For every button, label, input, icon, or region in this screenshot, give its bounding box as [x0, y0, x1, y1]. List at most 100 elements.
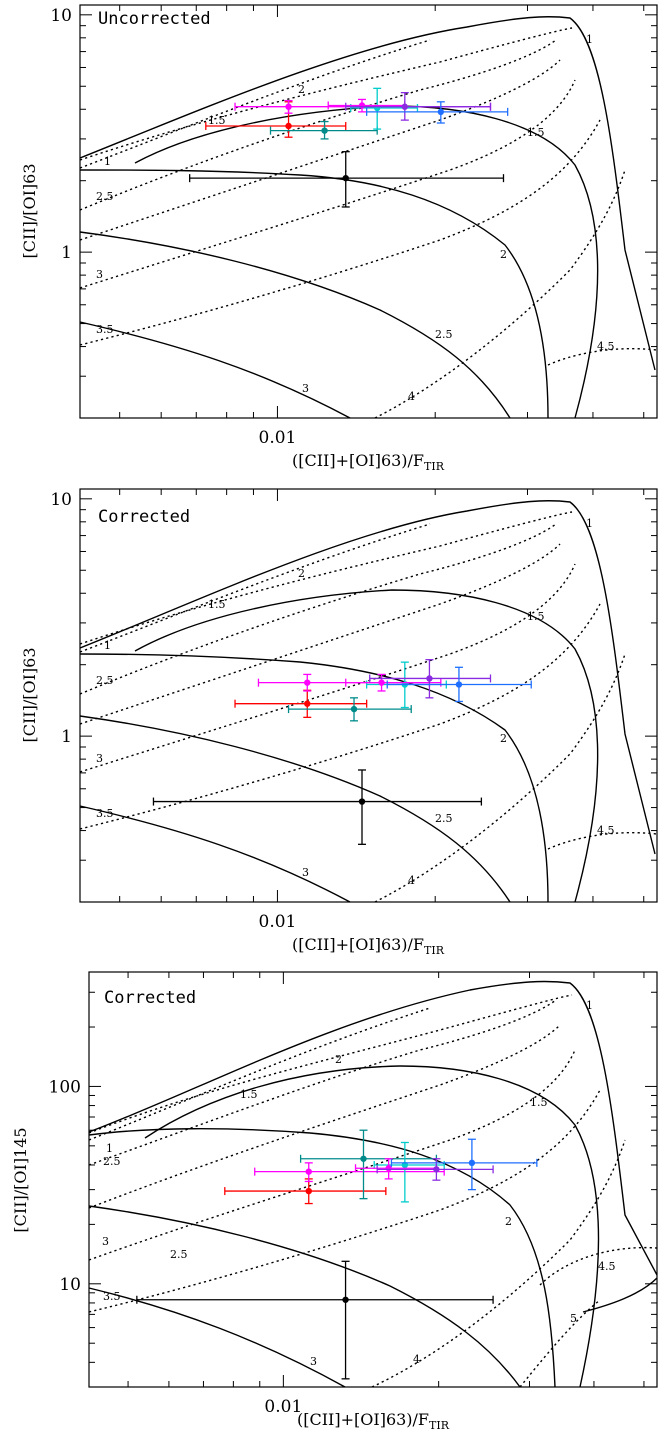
- contour-labels: 1 1.5 2 2.5 3 1 1.5 2 2.5 3 3.5 4 4.5: [96, 517, 615, 887]
- n-contour-2: [79, 523, 557, 695]
- data-marker: [437, 108, 445, 116]
- n-contour-1.5: [79, 511, 573, 645]
- data-marker: [401, 103, 409, 110]
- data-point: [369, 659, 492, 699]
- contour-curves: [79, 500, 658, 903]
- data-marker: [321, 127, 328, 134]
- data-point: [224, 1178, 387, 1205]
- contour-label: 1.5: [208, 114, 226, 127]
- contour-label: 5: [570, 1312, 577, 1325]
- contour-label: 1.5: [208, 598, 226, 611]
- data-point: [327, 98, 406, 113]
- data-point: [287, 697, 412, 722]
- n-contour-1.5: [79, 27, 573, 161]
- contour-label: 1.5: [530, 1096, 548, 1109]
- n-contour-3.5: [79, 603, 601, 830]
- x-axis-label: ([CII]+[OI]63)/FTIR: [297, 1410, 450, 1432]
- n-contour-3.5: [79, 119, 601, 346]
- contour-label: 2.5: [435, 328, 453, 341]
- y-tick-label: 1: [61, 243, 72, 263]
- contour-label: 3: [302, 382, 309, 395]
- x-axis-label-sub: TIR: [424, 460, 445, 473]
- x-axis-label-sub: TIR: [424, 944, 445, 957]
- x-axis-label-main: ([CII]+[OI]63)/F: [292, 935, 424, 954]
- data-marker: [304, 679, 311, 686]
- contour-label: 1: [586, 999, 593, 1012]
- panel-1: 1 1.5 2 2.5 3 1 1.5 2 2.5 3 3.5 4 4.5 Un…: [20, 4, 658, 473]
- data-points: [136, 1129, 538, 1380]
- contour-label: 2: [335, 1053, 342, 1066]
- contour-label: 2.5: [96, 190, 114, 203]
- data-marker: [305, 1187, 312, 1195]
- contour-label: 3.5: [96, 323, 114, 336]
- data-marker: [285, 103, 292, 110]
- data-marker: [378, 679, 385, 686]
- y-tick-label: 1: [61, 727, 72, 747]
- data-marker: [455, 681, 463, 688]
- axis-ticks: 0.01 1 10: [50, 5, 657, 448]
- contour-label: 4.5: [598, 1260, 616, 1273]
- contour-label: 1: [104, 155, 111, 168]
- y-tick-label: 10: [50, 6, 72, 26]
- contour-label: 3: [102, 1235, 109, 1248]
- contour-label: 1: [586, 517, 593, 530]
- contour-label: 1: [104, 639, 111, 652]
- x-axis-label-sub: TIR: [429, 1419, 450, 1432]
- contour-label: 4: [413, 1353, 420, 1366]
- contour-label: 3: [310, 1355, 317, 1368]
- contour-label: 2.5: [435, 812, 453, 825]
- contour-curves: [79, 16, 658, 419]
- n-contour-2.5: [79, 543, 561, 725]
- g0-contour-3: [79, 805, 351, 903]
- axis-ticks: 0.01 1 10: [50, 489, 657, 932]
- panel-2: 1 1.5 2 2.5 3 1 1.5 2 2.5 3 3.5 4 4.5 Co…: [20, 488, 658, 957]
- data-points: [152, 659, 532, 845]
- g0-contour-1: [88, 980, 658, 1276]
- x-tick-label: 0.01: [259, 428, 297, 448]
- plot-frame: [79, 488, 658, 903]
- g0-contour-1.5: [134, 105, 599, 419]
- data-point: [189, 151, 505, 208]
- panel-label: Corrected: [98, 507, 190, 527]
- data-marker: [433, 1166, 440, 1173]
- g0-contour-2.5: [79, 715, 511, 903]
- data-point: [254, 1162, 445, 1183]
- contour-labels: 1 1.5 2 2.5 3 1 1.5 2 2.5 3 3.5 4 4.5: [96, 33, 615, 403]
- y-axis-label: [CII]/[OI]145: [11, 1127, 30, 1232]
- g0-contour-3: [88, 1287, 346, 1388]
- n-contour-5: [519, 1299, 601, 1388]
- x-axis-label-main: ([CII]+[OI]63)/F: [297, 1410, 429, 1429]
- n-contour-4: [371, 1139, 626, 1388]
- contour-label: 1.5: [527, 610, 545, 623]
- contour-label: 1: [586, 33, 593, 46]
- contour-label: 3: [302, 866, 309, 879]
- data-point: [366, 101, 509, 124]
- contour-label: 2.5: [103, 1155, 121, 1168]
- n-contour-4: [374, 169, 626, 419]
- contour-label: 2.5: [170, 1248, 188, 1261]
- data-marker: [360, 1155, 367, 1162]
- panel-label: Uncorrected: [98, 9, 211, 29]
- data-marker: [305, 1168, 312, 1175]
- n-contour-1.5: [88, 994, 573, 1134]
- x-axis-label-main: ([CII]+[OI]63)/F: [292, 451, 424, 470]
- y-tick-label: 10: [50, 490, 72, 510]
- g0-contour-1.5: [144, 1065, 600, 1388]
- g0-contour-1: [79, 500, 656, 855]
- x-axis-label: ([CII]+[OI]63)/FTIR: [292, 451, 445, 473]
- n-contour-4: [374, 653, 626, 903]
- n-contour-3.5: [88, 1089, 601, 1313]
- g0-contour-2: [79, 169, 549, 419]
- n-contour-3: [88, 1049, 576, 1261]
- data-marker: [468, 1159, 476, 1167]
- contour-label: 3: [96, 752, 103, 765]
- panel-label: Corrected: [104, 988, 196, 1008]
- x-axis-label: ([CII]+[OI]63)/FTIR: [292, 935, 445, 957]
- contour-label: 2: [298, 83, 305, 96]
- data-point: [299, 1129, 438, 1200]
- contour-label: 3.5: [96, 807, 114, 820]
- data-points: [189, 87, 509, 208]
- n-contour-3: [79, 79, 576, 289]
- g0-contour-2: [88, 1128, 556, 1388]
- data-marker: [350, 705, 358, 713]
